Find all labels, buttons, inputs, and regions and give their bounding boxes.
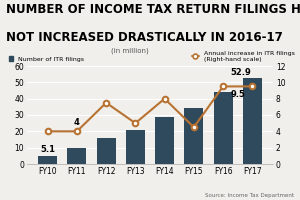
Bar [68, 148, 86, 164]
Bar [126, 130, 145, 164]
Bar [214, 92, 232, 164]
Bar [184, 108, 203, 164]
Text: 9.5: 9.5 [230, 90, 245, 99]
Bar [243, 78, 262, 164]
Bar [38, 156, 57, 164]
Text: NOT INCREASED DRASTICALLY IN 2016-17: NOT INCREASED DRASTICALLY IN 2016-17 [6, 31, 283, 44]
Text: 5.1: 5.1 [40, 145, 55, 154]
Text: 4: 4 [74, 118, 80, 127]
Bar [155, 117, 174, 164]
Text: Source: Income Tax Department: Source: Income Tax Department [205, 193, 294, 198]
Legend: Annual increase in ITR filings
(Right-hand scale): Annual increase in ITR filings (Right-ha… [190, 48, 297, 64]
Text: (in million): (in million) [111, 48, 149, 54]
Text: 52.9: 52.9 [230, 68, 251, 77]
Bar [97, 138, 116, 164]
Text: NUMBER OF INCOME TAX RETURN FILINGS HAS: NUMBER OF INCOME TAX RETURN FILINGS HAS [6, 3, 300, 16]
